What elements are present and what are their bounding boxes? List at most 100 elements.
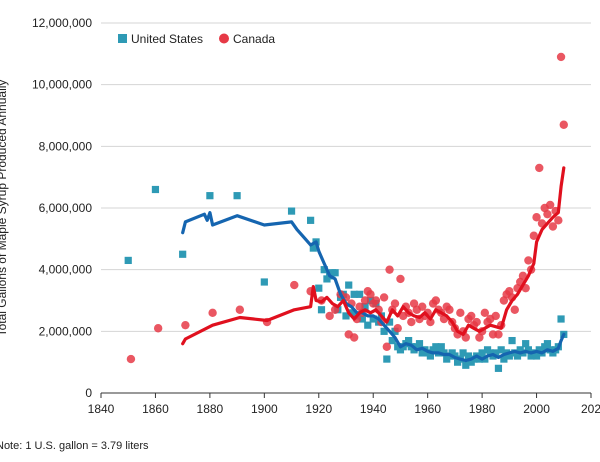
united-states-point [462,361,470,369]
canada-point [494,330,503,339]
canada-point [548,222,558,231]
united-states-point [543,340,552,348]
canada-point [407,317,416,327]
united-states-point [464,352,473,360]
x-tick-label: 1980 [469,402,496,416]
united-states-point [405,336,413,345]
canada-point [385,265,394,274]
canada-point [379,293,389,302]
legend-canada-marker [219,33,229,44]
united-states-point [505,352,513,360]
canada-point [393,324,402,333]
united-states-point [369,315,377,323]
legend-united-states-label: United States [131,32,203,46]
united-states-point [508,336,516,345]
united-states-point [532,352,541,360]
canada-point [153,324,163,333]
canada-point [556,52,566,62]
x-axis-ticks: 1840 1860 1880 1900 1920 1940 1960 1980 2000 202 [88,393,600,416]
legend-canada-label: Canada [233,32,275,46]
canada-point [418,302,427,311]
y-tick-label: 0 [85,386,92,400]
y-tick-label: 12,000,000 [32,16,92,30]
x-tick-label: 1840 [88,402,115,416]
canada-point [445,305,454,314]
canada-point [472,317,481,327]
united-states-point [361,303,369,311]
united-states-point [331,269,339,277]
y-tick-label: 8,000,000 [39,139,93,153]
canada-point [366,290,375,299]
united-states-point [179,250,187,258]
canada-point [360,296,370,305]
united-states-point [437,343,445,351]
canada-point [290,280,299,290]
x-tick-label: 2000 [523,402,550,416]
united-states-point [524,346,532,354]
canada-point [554,216,563,225]
canada-point [535,163,544,173]
canada-point [181,320,190,330]
united-states-point [233,192,241,200]
united-states-point [287,207,296,215]
united-states-point [478,349,486,357]
canada-point [532,213,541,222]
y-tick-label: 6,000,000 [39,201,93,215]
united-states-point [380,327,388,335]
canada-point [543,209,552,219]
canada-point [431,296,441,305]
y-tick-label: 2,000,000 [39,324,93,338]
x-tick-label: 1960 [414,402,441,416]
canada-point [371,296,381,305]
united-states-point [385,318,394,326]
canada-point [396,274,405,284]
united-states-point [522,340,530,348]
united-states-point [358,315,366,323]
united-states-point [500,355,508,363]
y-axis-title: Total Gallons of Maple Syrup Produced An… [0,80,9,337]
united-states-point [492,349,500,357]
canada-point [426,317,435,327]
united-states-point [388,336,396,345]
united-states-point [557,315,565,323]
united-states-point [497,346,505,354]
united-states-point [307,216,315,224]
canada-point [456,308,465,318]
canada-point [559,120,568,129]
united-states-point [345,281,353,289]
canada-point [491,311,500,321]
united-states-point [206,192,214,200]
canada-point [235,305,245,314]
canada-point [325,311,334,321]
y-tick-label: 10,000,000 [32,78,92,92]
united-states-point [415,340,424,348]
gridlines [101,22,591,332]
united-states-point [320,266,328,274]
canada-trend-line [181,166,566,346]
united-states-point [342,312,350,320]
canada-point [510,305,519,314]
united-states-point [513,352,522,360]
canada-point [467,311,476,321]
united-states-point [315,284,323,292]
united-states-point [309,244,317,252]
united-states-point [151,185,160,194]
legend: United States Canada [118,32,275,46]
united-states-points [124,185,568,372]
united-states-point [426,352,434,360]
x-tick-label: 1920 [305,402,332,416]
canada-point [390,299,400,308]
united-states-point [459,349,467,357]
united-states-point [356,290,364,298]
united-states-point [347,309,356,317]
united-states-trend-line [181,211,566,363]
canada-point [349,333,359,342]
canada-point [126,354,136,364]
united-states-point [260,278,268,286]
x-tick-label: 1900 [251,402,278,416]
united-states-point [317,306,326,314]
united-states-point [432,343,440,351]
canada-point [382,342,392,351]
footnote: Note: 1 U.S. gallon = 3.79 liters [0,440,149,452]
